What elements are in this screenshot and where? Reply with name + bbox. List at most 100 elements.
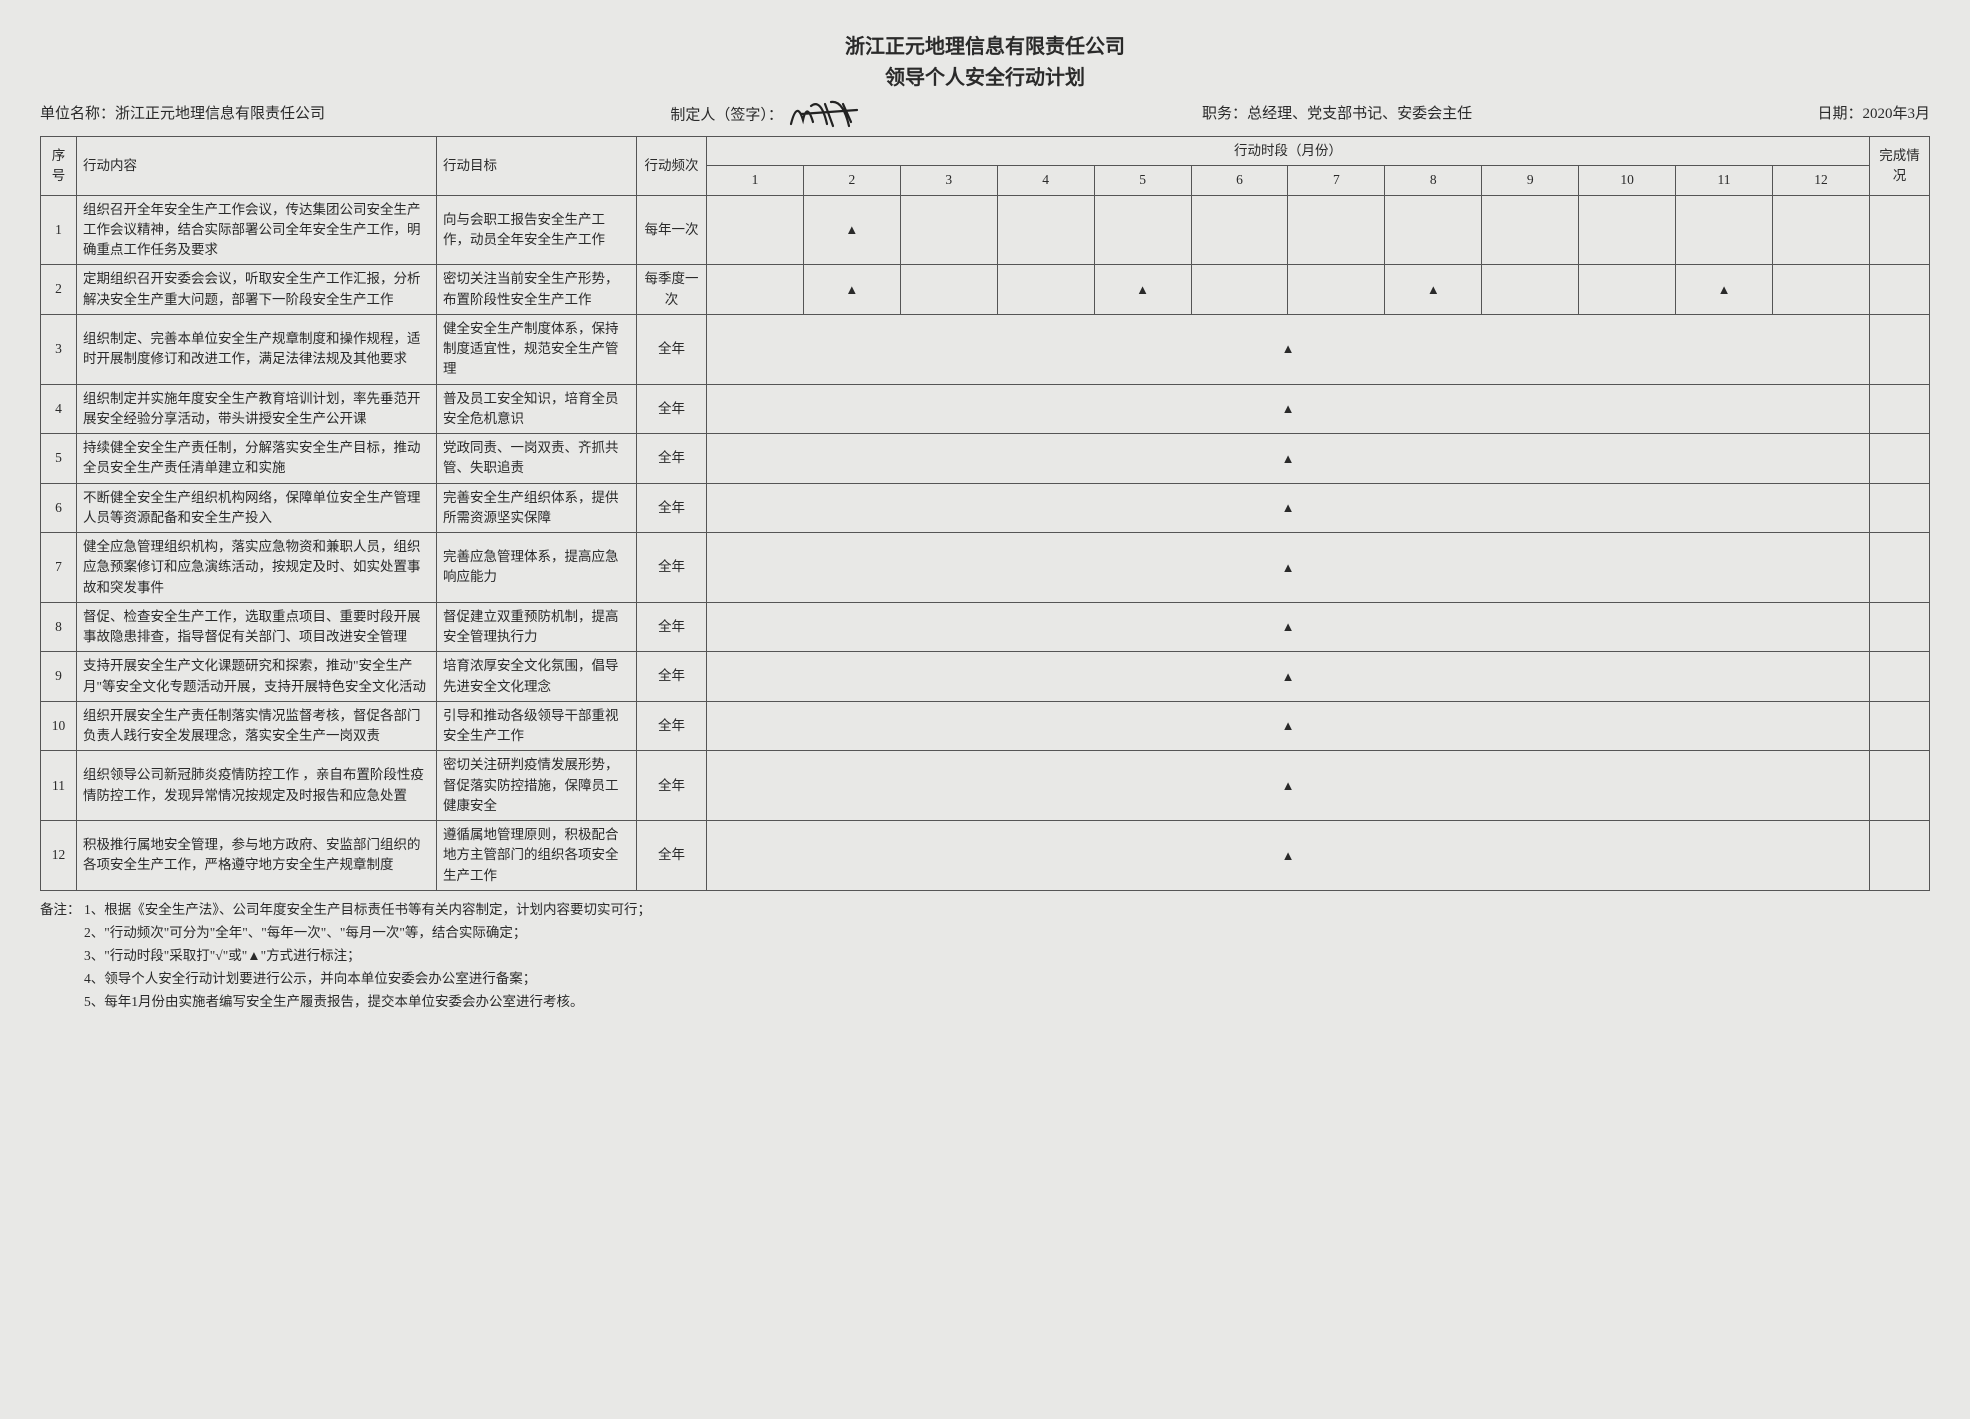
th-month: 8 (1385, 166, 1482, 195)
cell-month: ▲ (803, 195, 900, 265)
table-row: 11组织领导公司新冠肺炎疫情防控工作 ，亲自布置阶段性疫情防控工作，发现异常情况… (41, 751, 1930, 821)
cell-num: 2 (41, 265, 77, 315)
cell-freq: 全年 (637, 602, 707, 652)
th-month: 9 (1482, 166, 1579, 195)
table-row: 5持续健全安全生产责任制，分解落实安全生产目标，推动全员安全生产责任清单建立和实… (41, 434, 1930, 484)
position-value: 总经理、党支部书记、安委会主任 (1247, 106, 1472, 122)
table-row: 2定期组织召开安委会会议，听取安全生产工作汇报，分析解决安全生产重大问题，部署下… (41, 265, 1930, 315)
cell-num: 11 (41, 751, 77, 821)
note-item: 2、"行动频次"可分为"全年"、"每年一次"、"每月一次"等，结合实际确定； (40, 922, 1930, 945)
cell-num: 9 (41, 652, 77, 702)
note-item: 3、"行动时段"采取打"√"或"▲"方式进行标注； (40, 945, 1930, 968)
table-row: 4组织制定并实施年度安全生产教育培训计划，率先垂范开展安全经验分享活动，带头讲授… (41, 384, 1930, 434)
cell-num: 4 (41, 384, 77, 434)
th-content: 行动内容 (77, 137, 437, 196)
meta-row: 单位名称：浙江正元地理信息有限责任公司 制定人（签字）： 职务：总经理、党支部书… (40, 102, 1930, 130)
cell-month (997, 265, 1094, 315)
cell-done (1870, 652, 1930, 702)
cell-month (707, 265, 804, 315)
cell-month-span: ▲ (707, 384, 1870, 434)
cell-freq: 全年 (637, 652, 707, 702)
cell-done (1870, 751, 1930, 821)
cell-content: 健全应急管理组织机构，落实应急物资和兼职人员，组织应急预案修订和应急演练活动，按… (77, 533, 437, 603)
cell-done (1870, 602, 1930, 652)
note-item: 1、根据《安全生产法》、公司年度安全生产目标责任书等有关内容制定，计划内容要切实… (84, 902, 651, 917)
table-row: 1组织召开全年安全生产工作会议，传达集团公司安全生产工作会议精神，结合实际部署公… (41, 195, 1930, 265)
th-month: 6 (1191, 166, 1288, 195)
table-row: 6不断健全安全生产组织机构网络，保障单位安全生产管理人员等资源配备和安全生产投入… (41, 483, 1930, 533)
cell-month-span: ▲ (707, 821, 1870, 891)
cell-month (1482, 195, 1579, 265)
cell-goal: 完善应急管理体系，提高应急响应能力 (437, 533, 637, 603)
th-month: 10 (1579, 166, 1676, 195)
cell-content: 组织领导公司新冠肺炎疫情防控工作 ，亲自布置阶段性疫情防控工作，发现异常情况按规… (77, 751, 437, 821)
cell-done (1870, 265, 1930, 315)
unit-label: 单位名称： (40, 106, 115, 122)
plan-table: 序号 行动内容 行动目标 行动频次 行动时段（月份） 完成情况 12345678… (40, 136, 1930, 891)
unit-value: 浙江正元地理信息有限责任公司 (115, 106, 325, 122)
cell-content: 组织开展安全生产责任制落实情况监督考核，督促各部门负责人践行安全发展理念，落实安… (77, 701, 437, 751)
cell-content: 定期组织召开安委会会议，听取安全生产工作汇报，分析解决安全生产重大问题，部署下一… (77, 265, 437, 315)
cell-done (1870, 821, 1930, 891)
th-month: 11 (1676, 166, 1773, 195)
notes-label: 备注： (40, 899, 84, 922)
cell-month (1772, 265, 1869, 315)
th-freq: 行动频次 (637, 137, 707, 196)
cell-freq: 全年 (637, 821, 707, 891)
cell-num: 6 (41, 483, 77, 533)
cell-month: ▲ (1094, 265, 1191, 315)
cell-freq: 每年一次 (637, 195, 707, 265)
cell-month (1191, 265, 1288, 315)
cell-goal: 完善安全生产组织体系，提供所需资源坚实保障 (437, 483, 637, 533)
cell-month (1579, 195, 1676, 265)
table-row: 9支持开展安全生产文化课题研究和探索，推动"安全生产月"等安全文化专题活动开展，… (41, 652, 1930, 702)
cell-content: 组织制定、完善本单位安全生产规章制度和操作规程，适时开展制度修订和改进工作，满足… (77, 314, 437, 384)
table-row: 12积极推行属地安全管理，参与地方政府、安监部门组织的各项安全生产工作，严格遵守… (41, 821, 1930, 891)
cell-freq: 每季度一次 (637, 265, 707, 315)
cell-goal: 健全安全生产制度体系，保持制度适宜性，规范安全生产管理 (437, 314, 637, 384)
cell-freq: 全年 (637, 434, 707, 484)
cell-month (997, 195, 1094, 265)
cell-month: ▲ (803, 265, 900, 315)
cell-month-span: ▲ (707, 314, 1870, 384)
cell-num: 8 (41, 602, 77, 652)
cell-month (1094, 195, 1191, 265)
cell-freq: 全年 (637, 384, 707, 434)
cell-content: 持续健全安全生产责任制，分解落实安全生产目标，推动全员安全生产责任清单建立和实施 (77, 434, 437, 484)
cell-month (1288, 195, 1385, 265)
position-label: 职务： (1202, 106, 1247, 122)
cell-freq: 全年 (637, 751, 707, 821)
note-item: 5、每年1月份由实施者编写安全生产履责报告，提交本单位安委会办公室进行考核。 (40, 991, 1930, 1014)
th-month: 1 (707, 166, 804, 195)
table-row: 7健全应急管理组织机构，落实应急物资和兼职人员，组织应急预案修订和应急演练活动，… (41, 533, 1930, 603)
cell-month (1579, 265, 1676, 315)
th-num: 序号 (41, 137, 77, 196)
th-done: 完成情况 (1870, 137, 1930, 196)
cell-month (1191, 195, 1288, 265)
cell-goal: 密切关注当前安全生产形势，布置阶段性安全生产工作 (437, 265, 637, 315)
th-month: 4 (997, 166, 1094, 195)
table-row: 3组织制定、完善本单位安全生产规章制度和操作规程，适时开展制度修订和改进工作，满… (41, 314, 1930, 384)
cell-num: 10 (41, 701, 77, 751)
cell-month-span: ▲ (707, 434, 1870, 484)
cell-freq: 全年 (637, 533, 707, 603)
author-label: 制定人（签字）： (670, 107, 783, 123)
cell-done (1870, 483, 1930, 533)
notes-block: 备注：1、根据《安全生产法》、公司年度安全生产目标责任书等有关内容制定，计划内容… (40, 899, 1930, 1014)
cell-done (1870, 434, 1930, 484)
cell-num: 3 (41, 314, 77, 384)
cell-content: 组织制定并实施年度安全生产教育培训计划，率先垂范开展安全经验分享活动，带头讲授安… (77, 384, 437, 434)
cell-month (1676, 195, 1773, 265)
cell-num: 7 (41, 533, 77, 603)
cell-num: 12 (41, 821, 77, 891)
cell-goal: 督促建立双重预防机制，提高安全管理执行力 (437, 602, 637, 652)
cell-goal: 普及员工安全知识，培育全员安全危机意识 (437, 384, 637, 434)
cell-month: ▲ (1385, 265, 1482, 315)
cell-done (1870, 195, 1930, 265)
th-month: 2 (803, 166, 900, 195)
cell-freq: 全年 (637, 701, 707, 751)
cell-content: 组织召开全年安全生产工作会议，传达集团公司安全生产工作会议精神，结合实际部署公司… (77, 195, 437, 265)
cell-content: 不断健全安全生产组织机构网络，保障单位安全生产管理人员等资源配备和安全生产投入 (77, 483, 437, 533)
th-month: 7 (1288, 166, 1385, 195)
cell-done (1870, 314, 1930, 384)
